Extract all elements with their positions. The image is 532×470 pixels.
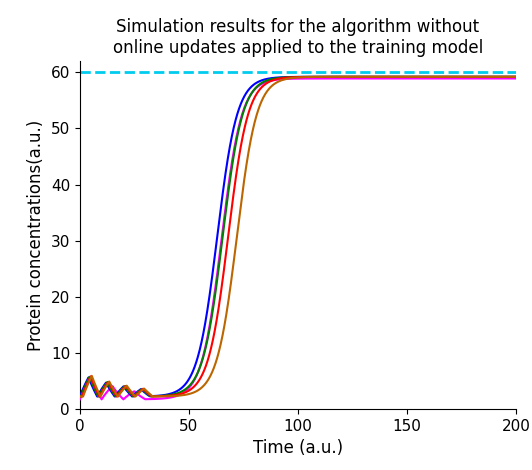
- Y-axis label: Protein concentrations(a.u.): Protein concentrations(a.u.): [27, 119, 45, 351]
- X-axis label: Time (a.u.): Time (a.u.): [253, 439, 343, 457]
- Title: Simulation results for the algorithm without
online updates applied to the train: Simulation results for the algorithm wit…: [113, 18, 483, 57]
